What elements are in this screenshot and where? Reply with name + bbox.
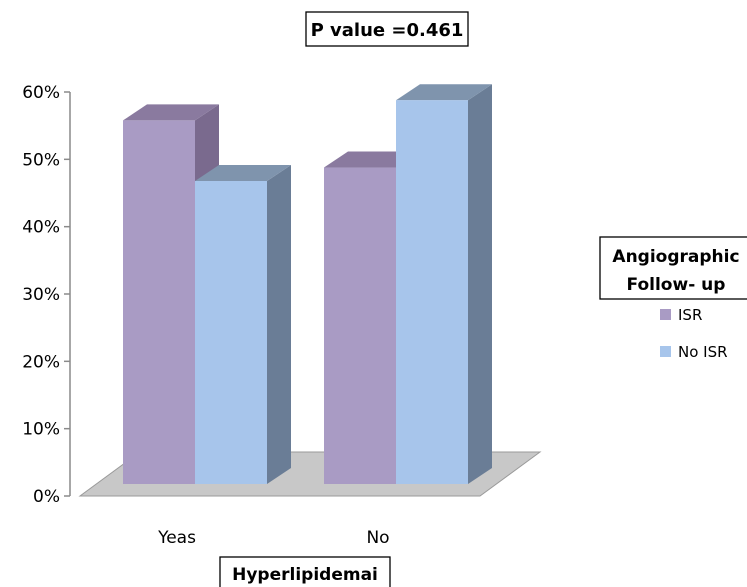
x-axis-title-box: Hyperlipidemai	[219, 556, 391, 587]
bar-no-isr-yeas	[195, 165, 291, 484]
y-tick-label: 40%	[22, 218, 60, 238]
y-axis-ticks: 0% 10% 20% 30% 40% 50% 60%	[22, 83, 70, 507]
bar-side	[468, 84, 492, 484]
chart-title: P value =0.461	[311, 20, 464, 41]
y-tick-label: 30%	[22, 285, 60, 305]
y-tick-label: 0%	[33, 487, 60, 507]
y-tick-label: 10%	[22, 420, 60, 440]
bar-front	[324, 167, 396, 485]
x-axis-labels: Yeas No	[157, 528, 390, 548]
y-tick-label: 60%	[22, 83, 60, 103]
bar-no-isr-no	[396, 84, 492, 484]
legend-items: ISR No ISR	[660, 306, 728, 361]
legend-title-box	[599, 236, 747, 300]
x-tick-label: No	[366, 528, 389, 548]
x-axis-title: Hyperlipidemai	[232, 565, 378, 585]
bar-top	[195, 165, 291, 181]
bar-front	[195, 181, 267, 484]
legend-title-line-2: Follow- up	[627, 275, 726, 295]
legend-label: ISR	[678, 306, 702, 324]
legend-label: No ISR	[678, 343, 728, 361]
y-tick-label: 20%	[22, 352, 60, 372]
bars-group	[123, 84, 492, 485]
bar-front	[123, 120, 195, 485]
legend-swatch	[660, 309, 671, 320]
bar-side	[267, 165, 291, 484]
y-tick-label: 50%	[22, 150, 60, 170]
legend-swatch	[660, 346, 671, 357]
bar-top	[396, 84, 492, 101]
bar-top	[123, 104, 219, 121]
legend-title-line-1: Angiographic	[612, 247, 739, 267]
x-tick-label: Yeas	[157, 528, 196, 548]
legend: Angiographic Follow- up ISR No ISR	[599, 236, 747, 361]
bar-front	[396, 100, 468, 484]
chart-title-box: P value =0.461	[305, 11, 469, 47]
